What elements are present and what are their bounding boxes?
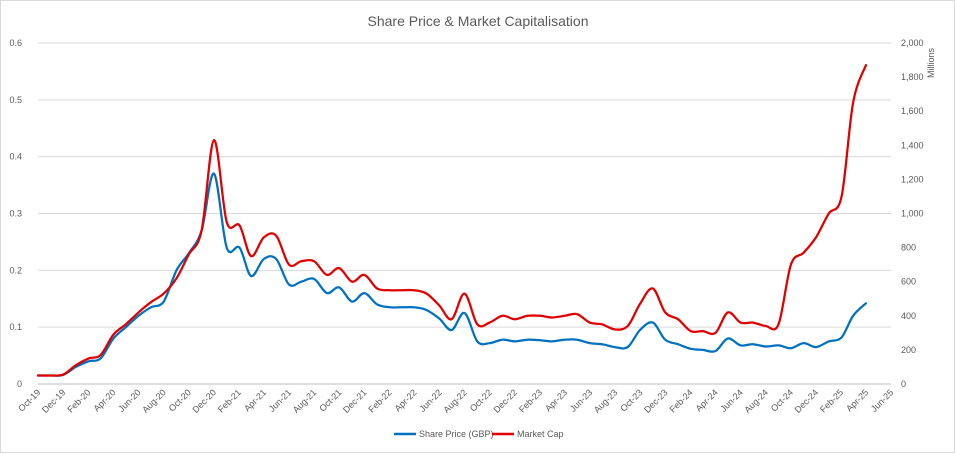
x-tick-label: Apr-25 xyxy=(844,387,870,413)
x-tick-label: Oct-20 xyxy=(167,387,193,413)
x-tick-label: Jun-20 xyxy=(116,387,143,414)
x-tick-label: Apr-20 xyxy=(92,387,118,413)
y-left-tick-label: 0.6 xyxy=(9,38,22,48)
x-tick-label: Apr-22 xyxy=(393,387,419,413)
x-tick-label: Oct-19 xyxy=(16,387,42,413)
y-left-tick-label: 0.3 xyxy=(9,209,22,219)
x-tick-label: Dec-19 xyxy=(40,387,68,415)
x-tick-label: Feb-24 xyxy=(667,387,694,414)
x-tick-label: Aug-21 xyxy=(291,387,319,415)
y-right-tick-label: 0 xyxy=(901,379,906,389)
series-line-share-price xyxy=(36,172,868,377)
x-tick-label: Oct-24 xyxy=(769,387,795,413)
x-tick-label: Feb-21 xyxy=(216,387,243,414)
y-right-tick-label: 2,000 xyxy=(901,38,924,48)
y2-unit-label: Millions xyxy=(926,48,936,79)
y-right-tick-label: 400 xyxy=(901,311,916,321)
x-tick-label: Dec-24 xyxy=(793,387,821,415)
gridlines xyxy=(38,42,891,385)
y-right-tick-label: 1,200 xyxy=(901,174,924,184)
x-tick-label: Aug-22 xyxy=(441,387,469,415)
y-left-tick-label: 0 xyxy=(17,379,22,389)
y-left-tick-label: 0.2 xyxy=(9,265,22,275)
y-axis-right: 0 200 400 600 800 1,000 1,200 1,400 1,600 1,800 2,… xyxy=(901,38,924,389)
x-tick-label: Aug-20 xyxy=(140,387,168,415)
x-tick-label: Feb-22 xyxy=(366,387,393,414)
x-tick-label: Dec-20 xyxy=(190,387,218,415)
y-right-tick-label: 600 xyxy=(901,277,916,287)
x-tick-label: Jun-24 xyxy=(718,387,745,414)
x-tick-label: Feb-20 xyxy=(65,387,92,414)
x-tick-label: Jun-21 xyxy=(267,387,294,414)
x-tick-label: Oct-23 xyxy=(618,387,644,413)
legend: Share Price (GBP) Market Cap xyxy=(394,429,564,439)
x-tick-label: Apr-24 xyxy=(694,387,720,413)
y-right-tick-label: 1,000 xyxy=(901,209,924,219)
x-tick-label: Oct-22 xyxy=(468,387,494,413)
y-left-tick-label: 0.1 xyxy=(9,322,22,332)
x-tick-label: Jun-23 xyxy=(568,387,595,414)
x-tick-label: Jun-22 xyxy=(417,387,444,414)
x-axis: Oct-19Dec-19Feb-20Apr-20Jun-20Aug-20Oct-… xyxy=(16,387,895,415)
y-axis-left: 0 0.1 0.2 0.3 0.4 0.5 0.6 xyxy=(9,38,22,389)
legend-label-market-cap: Market Cap xyxy=(517,429,564,439)
x-tick-label: Feb-23 xyxy=(517,387,544,414)
x-tick-label: Jun-25 xyxy=(869,387,896,414)
y-right-tick-label: 1,600 xyxy=(901,106,924,116)
x-tick-label: Dec-21 xyxy=(341,387,369,415)
x-tick-label: Aug-23 xyxy=(592,387,620,415)
x-tick-label: Dec-23 xyxy=(642,387,670,415)
x-tick-label: Feb-25 xyxy=(818,387,845,414)
x-tick-label: Apr-21 xyxy=(242,387,268,413)
series-line-market-cap xyxy=(36,64,868,377)
y-left-tick-label: 0.5 xyxy=(9,95,22,105)
y-right-tick-label: 1,800 xyxy=(901,72,924,82)
y-right-tick-label: 200 xyxy=(901,345,916,355)
x-tick-label: Dec-22 xyxy=(492,387,520,415)
x-tick-label: Oct-21 xyxy=(317,387,343,413)
series-layer xyxy=(36,64,868,377)
x-tick-label: Apr-23 xyxy=(543,387,569,413)
chart-title: Share Price & Market Capitalisation xyxy=(368,13,589,29)
y-right-tick-label: 1,400 xyxy=(901,140,924,150)
x-tick-label: Aug-24 xyxy=(742,387,770,415)
y-left-tick-label: 0.4 xyxy=(9,152,22,162)
legend-label-share-price: Share Price (GBP) xyxy=(419,429,494,439)
y-right-tick-label: 800 xyxy=(901,243,916,253)
